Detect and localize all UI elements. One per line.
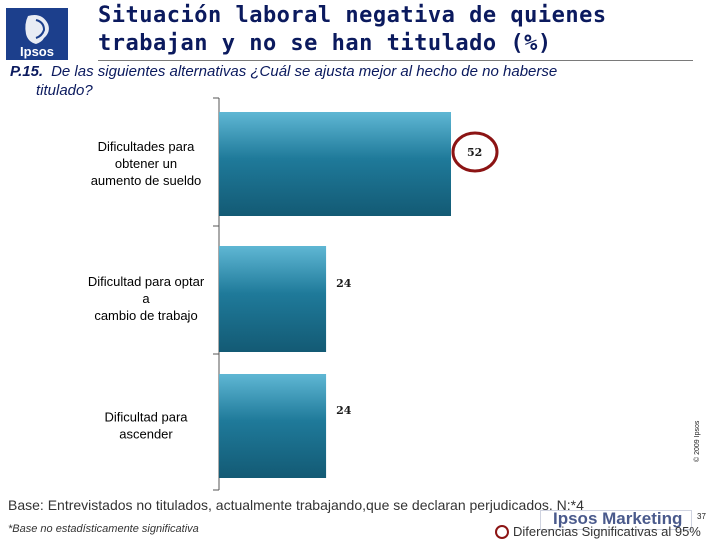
question-line-2: titulado? — [36, 82, 93, 99]
category-label-2: Dificultad para ascender — [104, 410, 188, 442]
logo-text: Ipsos — [20, 44, 54, 59]
bar-0 — [219, 112, 451, 216]
footnote: *Base no estadísticamente significativa — [8, 523, 199, 535]
significance-note: Diferencias Significativas al 95% — [513, 524, 701, 539]
value-label-0: 52 — [467, 146, 482, 159]
category-label-0: Dificultades para obtener un aumento de su… — [91, 139, 202, 188]
significance-circle-icon — [495, 525, 509, 539]
base-note: Base: Entrevistados no titulados, actual… — [8, 497, 584, 513]
question-text: P.15. De las siguientes alternativas ¿Cuá… — [10, 62, 710, 100]
ipsos-logo: Ipsos — [6, 8, 68, 60]
page-title: Situación laboral negativa de quienes tr… — [98, 2, 698, 58]
question-line-1: De las siguientes alternativas ¿Cuál se … — [51, 63, 558, 80]
value-label-1: 24 — [336, 277, 352, 290]
title-divider — [98, 60, 693, 61]
ipsos-marketing-logo: Ipsos Marketing — [540, 509, 692, 530]
title-line-1: Situación laboral negativa de quienes — [98, 3, 607, 28]
bar-1 — [219, 246, 327, 352]
title-line-2: trabajan y no se han titulado (%) — [98, 31, 552, 56]
question-number: P.15. — [10, 63, 44, 80]
page-number: 37 — [697, 512, 706, 521]
bar-2 — [219, 374, 327, 478]
brand-text: Ipsos Marketing — [553, 509, 683, 528]
significance-highlight-ring — [451, 131, 499, 173]
value-label-2: 24 — [336, 404, 352, 417]
category-label-1: Dificultad para optar a cambio de trabajo — [88, 274, 205, 323]
copyright-text: © 2009 Ipsos — [694, 420, 701, 462]
